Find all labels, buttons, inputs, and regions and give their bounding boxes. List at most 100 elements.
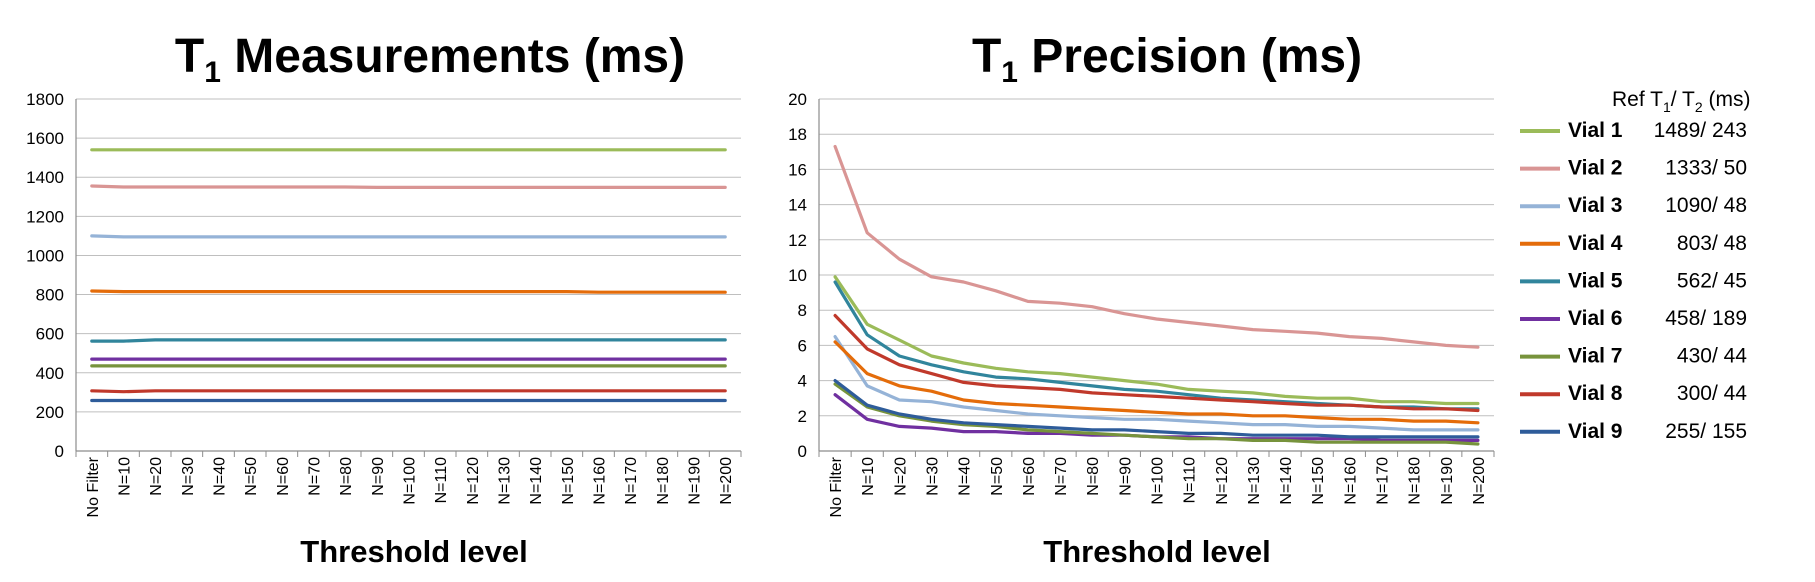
legend-label: Vial 1 xyxy=(1568,119,1623,142)
x-tick-label: N=90 xyxy=(1117,457,1134,496)
x-axis-label: Threshold level xyxy=(300,534,527,569)
x-tick-label: N=190 xyxy=(687,457,704,505)
x-tick-label: N=170 xyxy=(623,457,640,505)
y-tick-label: 1600 xyxy=(26,129,64,148)
x-tick-label: N=140 xyxy=(1278,457,1295,505)
legend-item: Vial 3 1090/ 48 xyxy=(1520,194,1747,217)
legend-label: Vial 5 xyxy=(1568,269,1623,292)
x-tick-label: N=30 xyxy=(925,457,942,496)
x-tick-label: N=110 xyxy=(433,457,450,504)
legend-ref-value: 1090/ 48 xyxy=(1665,194,1747,217)
x-tick-label: N=50 xyxy=(989,457,1006,496)
chart-t1-measurements: T1 Measurements (ms) 0 200 400 600 800 1000 12… xyxy=(26,30,742,569)
x-tick-label: No Filter xyxy=(828,456,845,517)
legend-item: Vial 4 803/ 48 xyxy=(1520,232,1747,255)
y-tick-label: 18 xyxy=(788,125,807,144)
chart-title: T1 Measurements (ms) xyxy=(175,30,685,89)
x-tick-label: N=180 xyxy=(655,457,672,505)
legend-ref-value: 430/ 44 xyxy=(1677,345,1747,368)
x-tick-label: N=10 xyxy=(860,457,877,496)
y-tick-label: 1800 xyxy=(26,90,64,109)
chart-title: T1 Precision (ms) xyxy=(972,30,1362,89)
y-tick-label: 10 xyxy=(788,266,807,285)
x-tick-label: N=80 xyxy=(1085,457,1102,496)
x-tick-label: No Filter xyxy=(85,456,102,517)
x-tick-label: N=130 xyxy=(1246,457,1263,505)
y-tick-label: 16 xyxy=(788,160,807,179)
y-tick-label: 1200 xyxy=(26,207,64,226)
series-line-vial-2 xyxy=(90,184,727,189)
series-line-vial-3 xyxy=(90,234,727,239)
y-tick-label: 8 xyxy=(798,301,807,320)
legend-item: Vial 1 1489/ 243 xyxy=(1520,119,1747,142)
x-tick-label: N=70 xyxy=(1053,457,1070,496)
legend: Ref T1/ T2 (ms) Vial 1 1489/ 243 Vial 2 133… xyxy=(1520,88,1751,443)
x-tick-label: N=100 xyxy=(1150,457,1167,505)
series-line-vial-4 xyxy=(90,289,727,294)
x-tick-label: N=110 xyxy=(1182,457,1199,504)
legend-label: Vial 2 xyxy=(1568,157,1623,180)
legend-ref-value: 458/ 189 xyxy=(1665,307,1747,330)
y-tick-label: 12 xyxy=(788,231,807,250)
x-tick-label: N=30 xyxy=(180,457,197,496)
x-tick-label: N=170 xyxy=(1375,457,1392,505)
x-tick-label: N=80 xyxy=(338,457,355,496)
y-tick-label: 2 xyxy=(798,407,807,426)
legend-label: Vial 3 xyxy=(1568,194,1623,217)
x-tick-label: N=60 xyxy=(275,457,292,496)
series-line-vial-8 xyxy=(90,389,727,394)
y-tick-label: 4 xyxy=(798,372,807,391)
y-tick-label: 600 xyxy=(36,325,64,344)
legend-label: Vial 9 xyxy=(1568,420,1623,443)
x-tick-label: N=20 xyxy=(892,457,909,496)
legend-label: Vial 4 xyxy=(1568,232,1623,255)
legend-header: Ref T1/ T2 (ms) xyxy=(1612,88,1751,115)
legend-item: Vial 5 562/ 45 xyxy=(1520,269,1747,292)
series-line-vial-4 xyxy=(833,340,1480,425)
series-line-vial-2 xyxy=(833,144,1480,349)
x-axis-label: Threshold level xyxy=(1043,534,1270,569)
legend-item: Vial 2 1333/ 50 xyxy=(1520,157,1747,180)
legend-label: Vial 8 xyxy=(1568,382,1623,405)
chart-t1-precision: T1 Precision (ms) 0 2 4 6 8 10 12 14 16 18 20 No F… xyxy=(788,30,1495,569)
legend-ref-value: 803/ 48 xyxy=(1677,232,1747,255)
y-tick-label: 800 xyxy=(36,286,64,305)
y-tick-label: 400 xyxy=(36,364,64,383)
legend-label: Vial 6 xyxy=(1568,307,1623,330)
x-tick-label: N=10 xyxy=(117,457,134,496)
legend-ref-value: 300/ 44 xyxy=(1677,382,1747,405)
y-tick-label: 1400 xyxy=(26,168,64,187)
legend-item: Vial 7 430/ 44 xyxy=(1520,345,1747,368)
series-line-vial-3 xyxy=(833,335,1480,432)
y-tick-label: 1000 xyxy=(26,246,64,265)
x-tick-label: N=150 xyxy=(1310,457,1327,505)
y-tick-label: 0 xyxy=(55,442,64,461)
x-tick-label: N=90 xyxy=(370,457,387,496)
legend-label: Vial 7 xyxy=(1568,345,1623,368)
series-line-vial-8 xyxy=(833,313,1480,413)
x-tick-label: N=150 xyxy=(560,457,577,505)
x-tick-label: N=120 xyxy=(1214,457,1231,505)
series-line-vial-1 xyxy=(833,275,1480,406)
legend-item: Vial 9 255/ 155 xyxy=(1520,420,1747,443)
x-tick-label: N=50 xyxy=(243,457,260,496)
x-tick-label: N=40 xyxy=(957,457,974,496)
x-tick-label: N=120 xyxy=(465,457,482,505)
legend-ref-value: 1489/ 243 xyxy=(1654,119,1747,142)
y-tick-label: 200 xyxy=(36,403,64,422)
legend-item: Vial 6 458/ 189 xyxy=(1520,307,1747,330)
legend-item: Vial 8 300/ 44 xyxy=(1520,382,1747,405)
x-tick-label: N=140 xyxy=(528,457,545,505)
series-line-vial-7 xyxy=(833,382,1480,446)
x-tick-label: N=190 xyxy=(1439,457,1456,505)
series-line-vial-5 xyxy=(90,338,727,343)
legend-ref-value: 1333/ 50 xyxy=(1665,157,1747,180)
x-tick-label: N=180 xyxy=(1407,457,1424,505)
y-tick-label: 14 xyxy=(788,196,807,215)
x-tick-label: N=70 xyxy=(307,457,324,496)
y-tick-label: 0 xyxy=(798,442,807,461)
x-tick-label: N=200 xyxy=(1471,457,1488,505)
x-tick-label: N=100 xyxy=(402,457,419,505)
x-tick-label: N=130 xyxy=(497,457,514,505)
